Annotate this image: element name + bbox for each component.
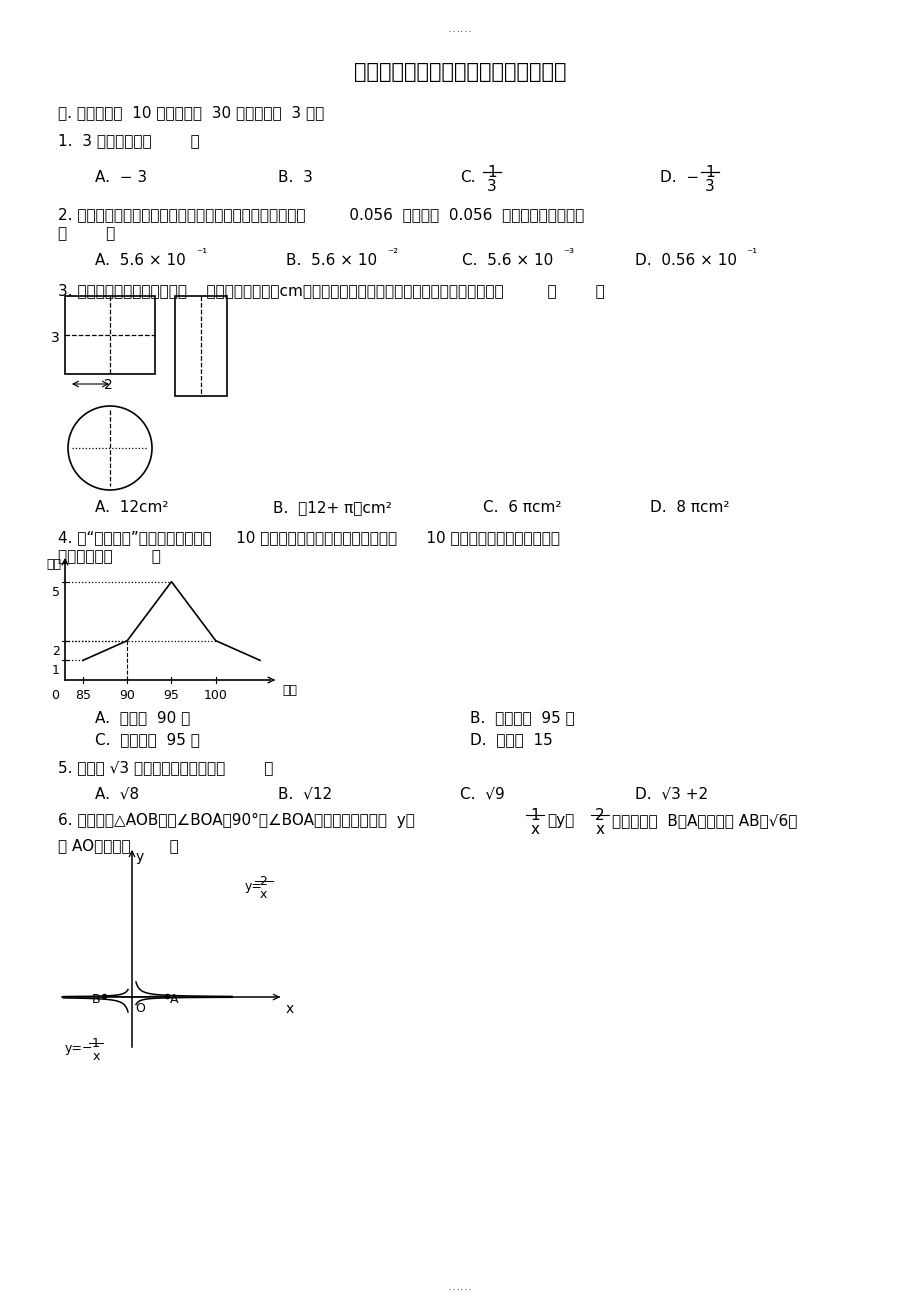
Text: 85: 85 (75, 689, 91, 702)
Text: x: x (530, 822, 539, 837)
Text: C.  √9: C. √9 (460, 786, 505, 801)
Text: B: B (92, 993, 100, 1006)
Text: C.: C. (460, 169, 475, 185)
Text: 2: 2 (104, 378, 112, 392)
Text: x: x (92, 1050, 99, 1063)
Bar (65, 296, 154, 374)
Text: 3: 3 (51, 331, 60, 345)
Text: B.  中位数是  95 分: B. 中位数是 95 分 (470, 710, 574, 724)
Text: y=−: y=− (65, 1042, 94, 1055)
Text: 2: 2 (259, 876, 267, 889)
Text: 1: 1 (529, 808, 539, 823)
Text: 人数: 人数 (46, 558, 61, 571)
Text: 90: 90 (119, 689, 135, 702)
Text: 100: 100 (204, 689, 227, 702)
Text: 5: 5 (52, 585, 60, 598)
Text: A.  5.6 × 10: A. 5.6 × 10 (95, 253, 186, 268)
Text: 3: 3 (704, 179, 714, 194)
Text: 0: 0 (51, 689, 59, 702)
Text: y: y (136, 850, 144, 864)
Text: ……: …… (447, 1280, 472, 1293)
Text: ⁻¹: ⁻¹ (196, 248, 207, 261)
Text: B.  5.6 × 10: B. 5.6 × 10 (286, 253, 377, 268)
Text: 2. 世界上最小的鸟是生活在古巴的吸蜜蜂鸟，它的质量约为         0.056  盎司．将  0.056  用科学记数法表示为: 2. 世界上最小的鸟是生活在古巴的吸蜜蜂鸟，它的质量约为 0.056 盎司．将 … (58, 207, 584, 222)
Text: 6. 如图，在△AOB中，∠BOA＝90°，∠BOA的两边分别与函数  y＝: 6. 如图，在△AOB中，∠BOA＝90°，∠BOA的两边分别与函数 y＝ (58, 813, 414, 827)
Text: A.  12cm²: A. 12cm² (95, 500, 168, 515)
Text: 5. 下面与 √3 是同类二次根式的是（        ）: 5. 下面与 √3 是同类二次根式的是（ ） (58, 760, 273, 775)
Text: x: x (595, 822, 604, 837)
Text: 3. 如图是一个几何体的三视图    （图中尺寸单位：cm），根据图中所示数据求得这个几何体的侧面积是         （        ）: 3. 如图是一个几何体的三视图 （图中尺寸单位：cm），根据图中所示数据求得这个… (58, 283, 604, 298)
Text: ……: …… (447, 22, 472, 35)
Text: A.  众数是  90 分: A. 众数是 90 分 (95, 710, 190, 724)
Text: D.  −: D. − (659, 169, 698, 185)
Text: B.  √12: B. √12 (278, 786, 332, 801)
Text: C.  平均数是  95 分: C. 平均数是 95 分 (95, 732, 199, 747)
Text: B.  3: B. 3 (278, 169, 312, 185)
Text: 1.  3 的相反数是（        ）: 1. 3 的相反数是（ ） (58, 133, 199, 149)
Text: ⁻¹: ⁻¹ (745, 248, 756, 261)
Text: 2: 2 (52, 645, 60, 658)
Text: 3: 3 (486, 179, 496, 194)
Text: C.  5.6 × 10: C. 5.6 × 10 (461, 253, 552, 268)
Text: 法正确的是（        ）: 法正确的是（ ） (58, 549, 161, 564)
Text: 2: 2 (595, 808, 604, 823)
Text: ，y＝: ，y＝ (547, 813, 573, 827)
Text: A: A (170, 993, 178, 1006)
Text: 4. 在“经典诵读”比赛活动中，某校     10 名学生参赛成绩如图所示，对于这      10 名学生的参赛成绩，下列说: 4. 在“经典诵读”比赛活动中，某校 10 名学生参赛成绩如图所示，对于这 10… (58, 530, 560, 545)
Text: 河南省信阳市商城县中考数学一模试卷: 河南省信阳市商城县中考数学一模试卷 (354, 63, 565, 82)
Text: D.  √3 +2: D. √3 +2 (634, 786, 708, 801)
Text: 1: 1 (705, 165, 714, 180)
Text: x: x (259, 889, 267, 900)
Text: 1: 1 (92, 1037, 100, 1050)
Text: ⁻²: ⁻² (387, 248, 398, 261)
Text: D.  8 πcm²: D. 8 πcm² (650, 500, 729, 515)
Text: （        ）: （ ） (58, 225, 115, 241)
Text: D.  方差是  15: D. 方差是 15 (470, 732, 552, 747)
Text: 1: 1 (487, 165, 496, 180)
Text: A.  √8: A. √8 (95, 786, 139, 801)
Text: 1: 1 (52, 665, 60, 678)
Text: D.  0.56 × 10: D. 0.56 × 10 (634, 253, 736, 268)
Text: 分数: 分数 (282, 684, 297, 697)
Text: B.  （12+ π）cm²: B. （12+ π）cm² (273, 500, 391, 515)
Text: 一. 选择题（共  10 小题，满分  30 分，每小题  3 分）: 一. 选择题（共 10 小题，满分 30 分，每小题 3 分） (58, 106, 323, 120)
Text: C.  6 πcm²: C. 6 πcm² (482, 500, 561, 515)
Text: A.  − 3: A. − 3 (95, 169, 147, 185)
Text: 则 AO的值为（        ）: 则 AO的值为（ ） (58, 838, 178, 853)
Circle shape (68, 407, 152, 490)
Text: x: x (286, 1002, 294, 1016)
Text: y=: y= (244, 880, 263, 893)
Text: ⁻³: ⁻³ (562, 248, 573, 261)
Text: 95: 95 (164, 689, 179, 702)
Text: O: O (135, 1002, 144, 1015)
Bar (175, 296, 227, 396)
Text: 的图象交于  B、A两点，若 AB＝√6，: 的图象交于 B、A两点，若 AB＝√6， (611, 813, 797, 827)
